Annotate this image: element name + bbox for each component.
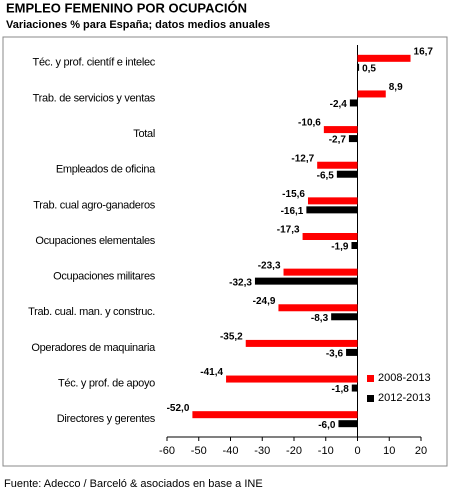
value-label: -10,6 bbox=[298, 118, 321, 129]
value-label: -8,3 bbox=[311, 313, 329, 324]
value-label: -23,3 bbox=[258, 260, 281, 271]
y-tick-label: Ocupaciones militares bbox=[53, 271, 156, 283]
value-label: -17,3 bbox=[277, 225, 300, 236]
value-label: -3,6 bbox=[326, 349, 344, 360]
bar bbox=[254, 277, 358, 285]
x-tick-label: -50 bbox=[191, 445, 207, 457]
bar bbox=[357, 63, 360, 71]
y-tick-label: Ocupaciones elementales bbox=[35, 235, 155, 247]
value-label: -16,1 bbox=[281, 206, 304, 217]
y-tick-label: Total bbox=[133, 128, 155, 140]
value-label: -2,4 bbox=[330, 99, 348, 110]
value-label: -15,6 bbox=[282, 189, 305, 200]
bar bbox=[317, 161, 358, 169]
legend-label: 2012-2013 bbox=[378, 392, 431, 404]
x-tick-label: 0 bbox=[354, 445, 360, 457]
value-label: -6,0 bbox=[318, 420, 336, 431]
bar bbox=[302, 233, 358, 240]
bar bbox=[306, 206, 358, 214]
frame bbox=[2, 36, 448, 467]
y-tick-label: Directores y gerentes bbox=[57, 413, 156, 425]
legend-swatch bbox=[367, 395, 374, 402]
value-label: 8,9 bbox=[389, 82, 403, 93]
y-tick-label: Trab. de servicios y ventas bbox=[33, 92, 156, 104]
bar bbox=[323, 126, 358, 134]
legend-swatch bbox=[367, 375, 374, 382]
x-tick-label: -30 bbox=[254, 445, 270, 457]
bar bbox=[245, 339, 358, 347]
bar bbox=[351, 242, 358, 249]
y-tick-label: Empleados de oficina bbox=[56, 164, 156, 176]
value-label: 16,7 bbox=[414, 46, 434, 57]
value-label: -52,0 bbox=[167, 403, 190, 414]
value-label: -32,3 bbox=[229, 277, 252, 288]
y-tick-label: Téc. y prof. científ e intelec bbox=[33, 57, 156, 69]
y-tick-label: Trab. cual agro-ganaderos bbox=[33, 199, 156, 211]
chart-subtitle: Variaciones % para España; datos medios … bbox=[6, 19, 270, 31]
x-tick-label: -60 bbox=[159, 445, 175, 457]
x-tick-label: 20 bbox=[415, 445, 427, 457]
bar bbox=[349, 99, 358, 107]
bar bbox=[283, 268, 358, 276]
bar bbox=[278, 304, 358, 312]
legend-label: 2008-2013 bbox=[378, 372, 431, 384]
value-label: -6,5 bbox=[317, 170, 335, 181]
bar bbox=[331, 313, 358, 321]
value-label: -1,8 bbox=[332, 384, 350, 395]
bar bbox=[336, 170, 358, 178]
bar bbox=[226, 375, 358, 383]
value-label: -41,4 bbox=[200, 367, 223, 378]
x-tick-label: -10 bbox=[318, 445, 334, 457]
value-label: -12,7 bbox=[291, 153, 314, 164]
bar bbox=[192, 411, 358, 419]
value-label: -24,9 bbox=[253, 296, 276, 307]
y-tick-label: Trab. cual. man. y construc. bbox=[28, 306, 155, 318]
x-tick-label: 10 bbox=[383, 445, 395, 457]
x-tick-label: -40 bbox=[223, 445, 239, 457]
value-label: -1,9 bbox=[331, 242, 349, 253]
chart-title: EMPLEO FEMENINO POR OCUPACIÓN bbox=[6, 0, 247, 15]
value-label: -2,7 bbox=[329, 135, 347, 146]
bar bbox=[348, 135, 358, 143]
bar bbox=[357, 90, 386, 98]
bar bbox=[338, 420, 358, 428]
value-label: -35,2 bbox=[220, 332, 243, 343]
bar bbox=[307, 197, 358, 205]
bar bbox=[351, 384, 358, 392]
bar bbox=[357, 54, 411, 62]
bar bbox=[346, 348, 358, 356]
y-tick-label: Téc. y prof. de apoyo bbox=[58, 377, 155, 389]
value-label: 0,5 bbox=[362, 63, 376, 74]
x-tick-label: -20 bbox=[286, 445, 302, 457]
y-tick-label: Operadores de maquinaria bbox=[31, 342, 156, 354]
source: Fuente: Adecco / Barceló & asociados en … bbox=[4, 478, 263, 490]
